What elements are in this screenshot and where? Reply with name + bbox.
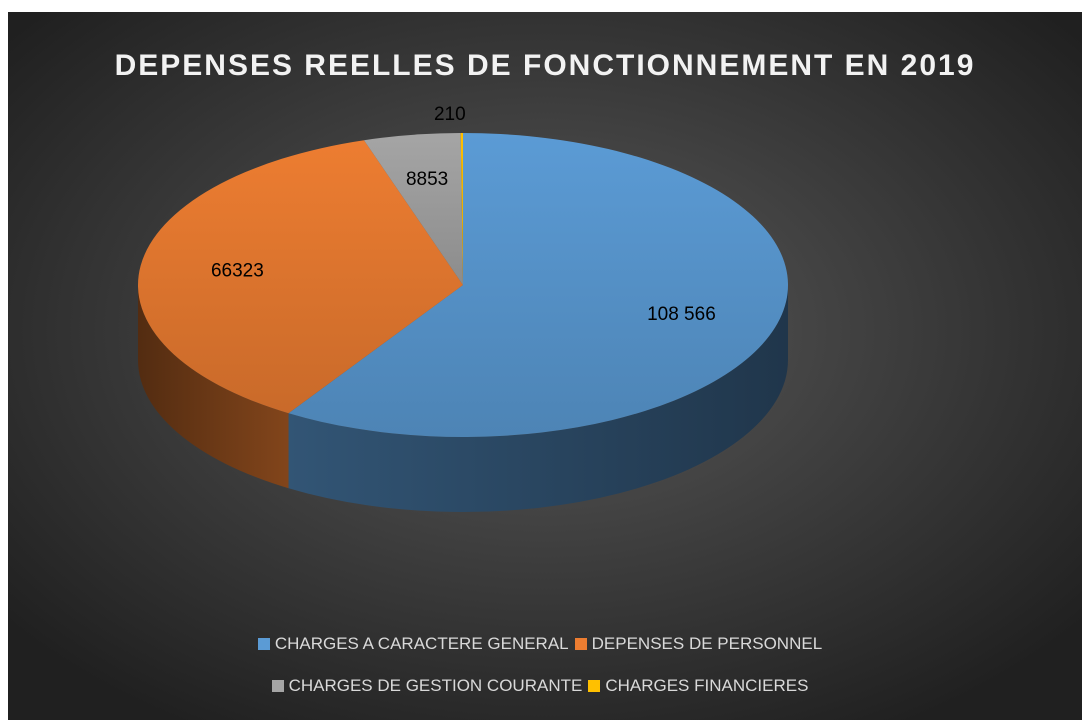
- slice: [138, 140, 463, 414]
- legend-label: CHARGES DE GESTION COURANTE: [288, 676, 583, 695]
- legend-item: CHARGES DE GESTION COURANTE: [271, 676, 583, 696]
- slice-side: [138, 285, 289, 489]
- legend-item: DEPENSES DE PERSONNEL: [574, 634, 823, 654]
- data-label: 108 566: [647, 304, 716, 325]
- legend-swatch: [588, 680, 601, 692]
- legend-swatch: [257, 638, 270, 650]
- slice: [288, 133, 789, 438]
- slice: [460, 133, 463, 285]
- legend-swatch: [574, 638, 587, 650]
- legend-label: CHARGES A CARACTERE GENERAL: [274, 634, 569, 653]
- legend-item: CHARGES A CARACTERE GENERAL: [257, 634, 569, 654]
- data-label: 66323: [211, 260, 264, 281]
- chart: 108 566 66323 8853 210 DEPENSES REELLES DE …: [8, 12, 1082, 720]
- chart-title: DEPENSES REELLES DE FONCTIONNEMENT EN 20…: [114, 49, 976, 82]
- legend: CHARGES A CARACTERE GENERAL DEPENSES DE P…: [215, 634, 865, 696]
- chart-svg: 108 566 66323 8853 210: [8, 12, 1082, 720]
- legend-label: CHARGES FINANCIERES: [605, 676, 809, 695]
- data-label: 210: [434, 104, 466, 125]
- slice-side: [288, 285, 788, 512]
- legend-label: DEPENSES DE PERSONNEL: [591, 634, 823, 653]
- slice: [363, 133, 463, 285]
- legend-swatch: [271, 680, 284, 692]
- legend-item: CHARGES FINANCIERES: [588, 676, 808, 696]
- data-label: 8853: [406, 169, 448, 190]
